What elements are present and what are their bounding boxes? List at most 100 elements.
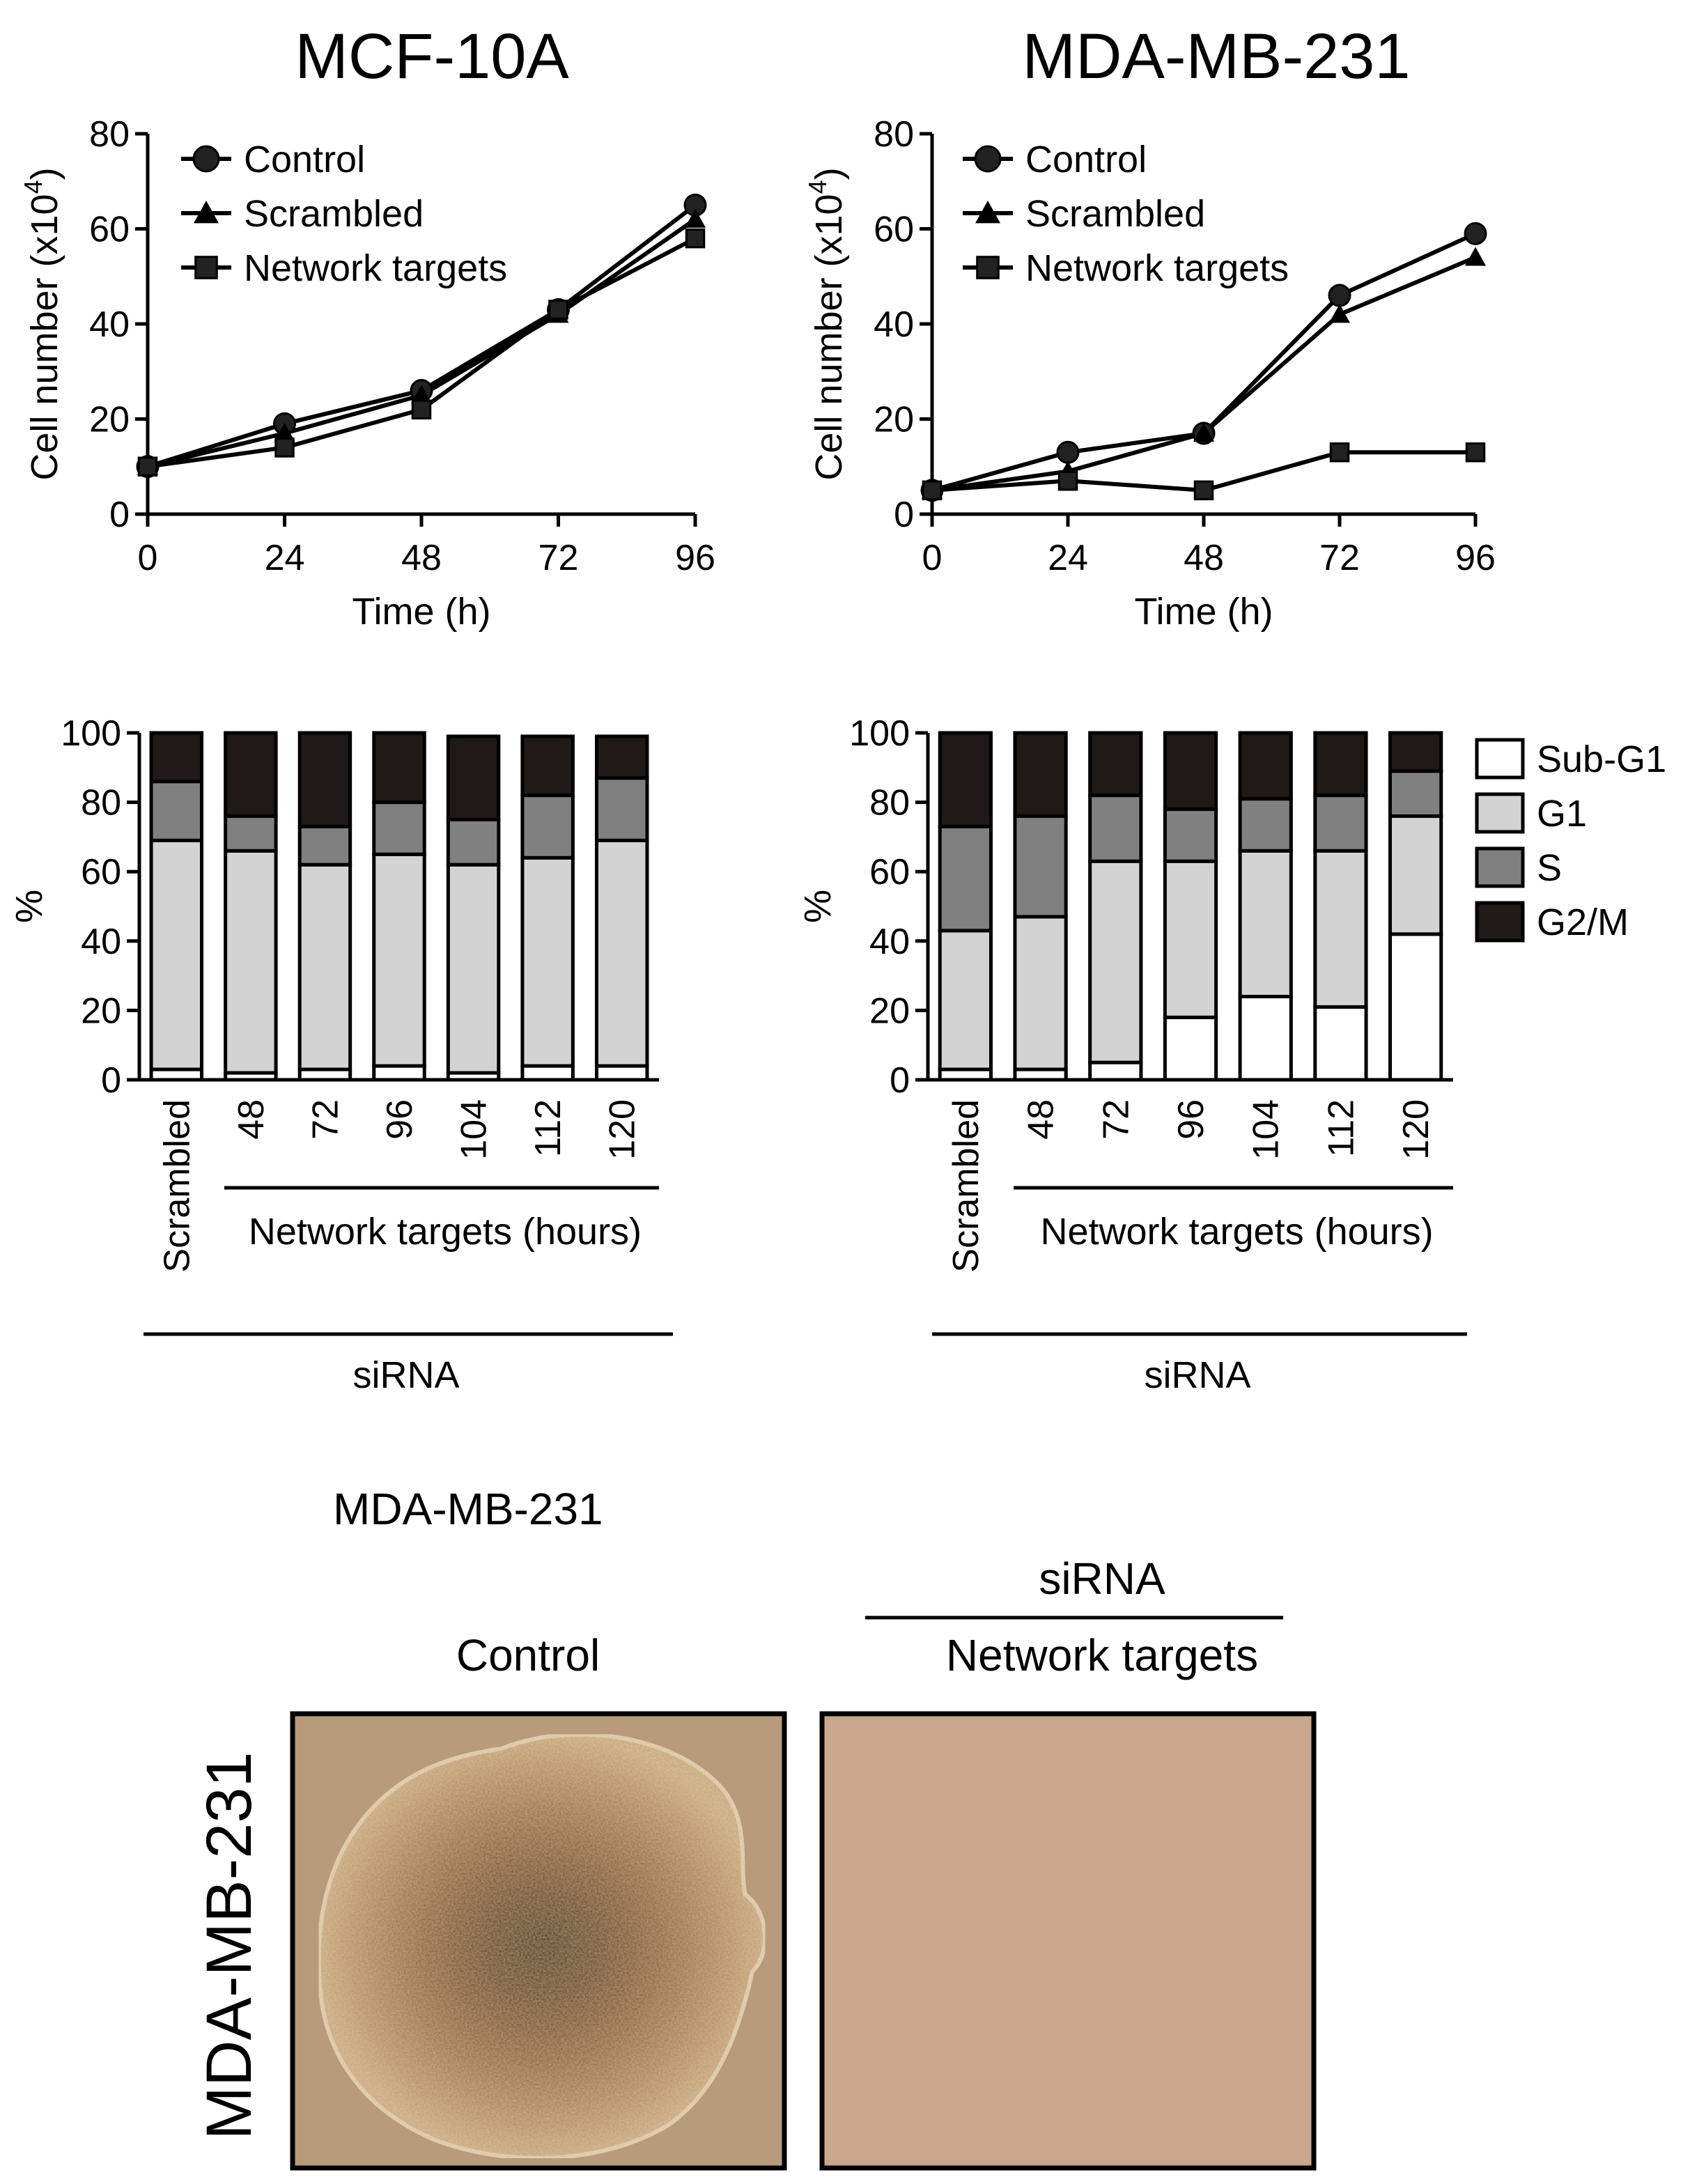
- series-line-scrambled: [931, 255, 1477, 493]
- y-tick-label: 0: [109, 495, 130, 535]
- bar-segment-g1: [594, 838, 649, 1068]
- sirna-label: siRNA: [1144, 1354, 1250, 1396]
- bar-segment-s: [520, 793, 575, 860]
- y-tick-label: 0: [101, 1060, 121, 1101]
- y-axis-label-main: Cell number (x10: [24, 194, 65, 480]
- x-tick-label: 120: [1396, 1099, 1436, 1160]
- bar-segment-s: [149, 780, 204, 842]
- bar-segment-s: [938, 824, 993, 933]
- x-tick-label: 72: [305, 1099, 346, 1140]
- data-point-scrambled: [1465, 247, 1486, 266]
- line-chart-mcf10a: MCF-10A 0 20 40 60 80 0 24 48 72 96 Time (h) Cell nu…: [19, 21, 715, 633]
- bar-segment-g2-m: [224, 731, 278, 819]
- legend-label: G1: [1537, 793, 1587, 835]
- y-axis-label: Cell number (x104): [19, 167, 65, 480]
- bar-chart-mda-mb-231-cell-cycle: 0 20 40 60 80 100% Scrambled 48 72 96 104 112 120 Net…: [797, 713, 1666, 1396]
- bar-segment-g2-m: [520, 734, 575, 798]
- bar-segment-sub-g1: [1313, 1005, 1368, 1082]
- y-axis-label-close: ): [24, 167, 65, 180]
- bar-segment-g1: [1388, 814, 1443, 936]
- legend-label: Scrambled: [244, 193, 424, 235]
- x-tick-label: 0: [138, 538, 158, 578]
- x-tick-label: 120: [603, 1099, 643, 1160]
- x-tick-label: Scrambled: [157, 1099, 197, 1273]
- y-axis-label: Cell number (x104): [803, 167, 850, 480]
- y-tick-label: 20: [874, 400, 914, 440]
- x-tick-label: 104: [1246, 1099, 1287, 1160]
- bar-segment-s: [297, 824, 352, 867]
- group-label: Network targets (hours): [249, 1211, 642, 1253]
- y-tick-label: 60: [869, 852, 910, 892]
- legend-marker-square: [976, 256, 1000, 279]
- bar-segment-sub-g1: [594, 1064, 649, 1082]
- legend-label: Control: [244, 139, 365, 180]
- y-axis-label-main: Cell number (x10: [808, 194, 850, 480]
- data-point-control: [1328, 284, 1351, 307]
- x-tick-label: 96: [380, 1099, 420, 1140]
- x-tick-label: 0: [922, 538, 943, 578]
- legend-swatch: [1475, 792, 1525, 834]
- chart-title: MCF-10A: [295, 21, 569, 92]
- bar-segment-g2-m: [372, 731, 426, 805]
- data-point-network-targets: [1057, 470, 1078, 491]
- group-label: Network targets (hours): [1040, 1211, 1433, 1253]
- y-axis-label: %: [797, 890, 839, 923]
- bar-segment-sub-g1: [1163, 1015, 1218, 1082]
- bar-chart-mcf10a-cell-cycle: 0 20 40 60 80 100% Scrambled 48 72 96 104 112 120 Net…: [8, 713, 673, 1396]
- legend-swatch: [1475, 738, 1525, 780]
- bar-segment-g2-m: [446, 734, 501, 821]
- bar-segment-g1: [520, 855, 575, 1068]
- x-tick-label: 72: [538, 538, 579, 578]
- photo-sirna-label: siRNA: [1039, 1554, 1165, 1604]
- data-point-scrambled: [411, 385, 432, 404]
- legend-marker-square: [194, 256, 218, 279]
- bar-segment-g2-m: [1013, 731, 1068, 819]
- photo-panel-title: MDA-MB-231: [333, 1484, 603, 1534]
- bar-segment-sub-g1: [1088, 1060, 1143, 1082]
- y-tick-label: 80: [89, 114, 130, 155]
- data-point-network-targets: [137, 456, 158, 477]
- y-tick-label: 60: [89, 210, 130, 250]
- bar-segment-g1: [1238, 849, 1293, 998]
- data-point-scrambled: [1193, 422, 1214, 442]
- y-tick-label: 80: [874, 114, 914, 155]
- data-point-scrambled: [685, 208, 706, 228]
- photo-control: [290, 1711, 787, 2171]
- photo-control-label: Control: [456, 1630, 600, 1680]
- y-tick-label: 0: [890, 1060, 910, 1101]
- y-tick-label: 40: [89, 304, 130, 345]
- data-point-network-targets: [685, 228, 706, 249]
- data-point-network-targets: [1329, 442, 1350, 463]
- bar-segment-s: [224, 814, 278, 853]
- data-point-network-targets: [274, 437, 295, 458]
- y-tick-label: 40: [869, 922, 910, 962]
- legend-label: Scrambled: [1025, 193, 1205, 235]
- bar-segment-sub-g1: [372, 1064, 426, 1082]
- bar-segment-g2-m: [1163, 731, 1218, 812]
- y-axis-label-close: ): [808, 167, 850, 180]
- bar-segment-g1: [149, 838, 204, 1071]
- legend-label: Sub-G1: [1537, 738, 1666, 780]
- y-tick-label: 100: [849, 713, 910, 754]
- photo-side-label: MDA-MB-231: [194, 1751, 265, 2139]
- data-point-control: [1464, 222, 1487, 245]
- x-tick-label: 72: [1096, 1099, 1136, 1140]
- y-tick-label: 80: [81, 783, 121, 823]
- y-tick-label: 20: [869, 991, 910, 1031]
- legend-swatch: [1475, 901, 1525, 943]
- bar-segment-s: [1013, 814, 1068, 919]
- bar-segment-s: [1088, 793, 1143, 863]
- y-axis-label-sup: 4: [19, 180, 47, 194]
- photo-panel: MDA-MB-231 siRNA Control Network targets…: [194, 1484, 1317, 2171]
- x-tick-label: 72: [1319, 538, 1360, 578]
- bar-segment-g1: [1013, 915, 1068, 1071]
- bar-segment-g1: [1313, 849, 1368, 1009]
- data-point-network-targets: [1193, 480, 1214, 501]
- photo-network-targets: [819, 1711, 1317, 2171]
- y-tick-label: 40: [81, 922, 121, 962]
- bar-segment-g2-m: [1238, 731, 1293, 801]
- bar-segment-g2-m: [297, 731, 352, 828]
- x-axis-label: Time (h): [1135, 591, 1273, 633]
- data-point-network-targets: [922, 480, 943, 501]
